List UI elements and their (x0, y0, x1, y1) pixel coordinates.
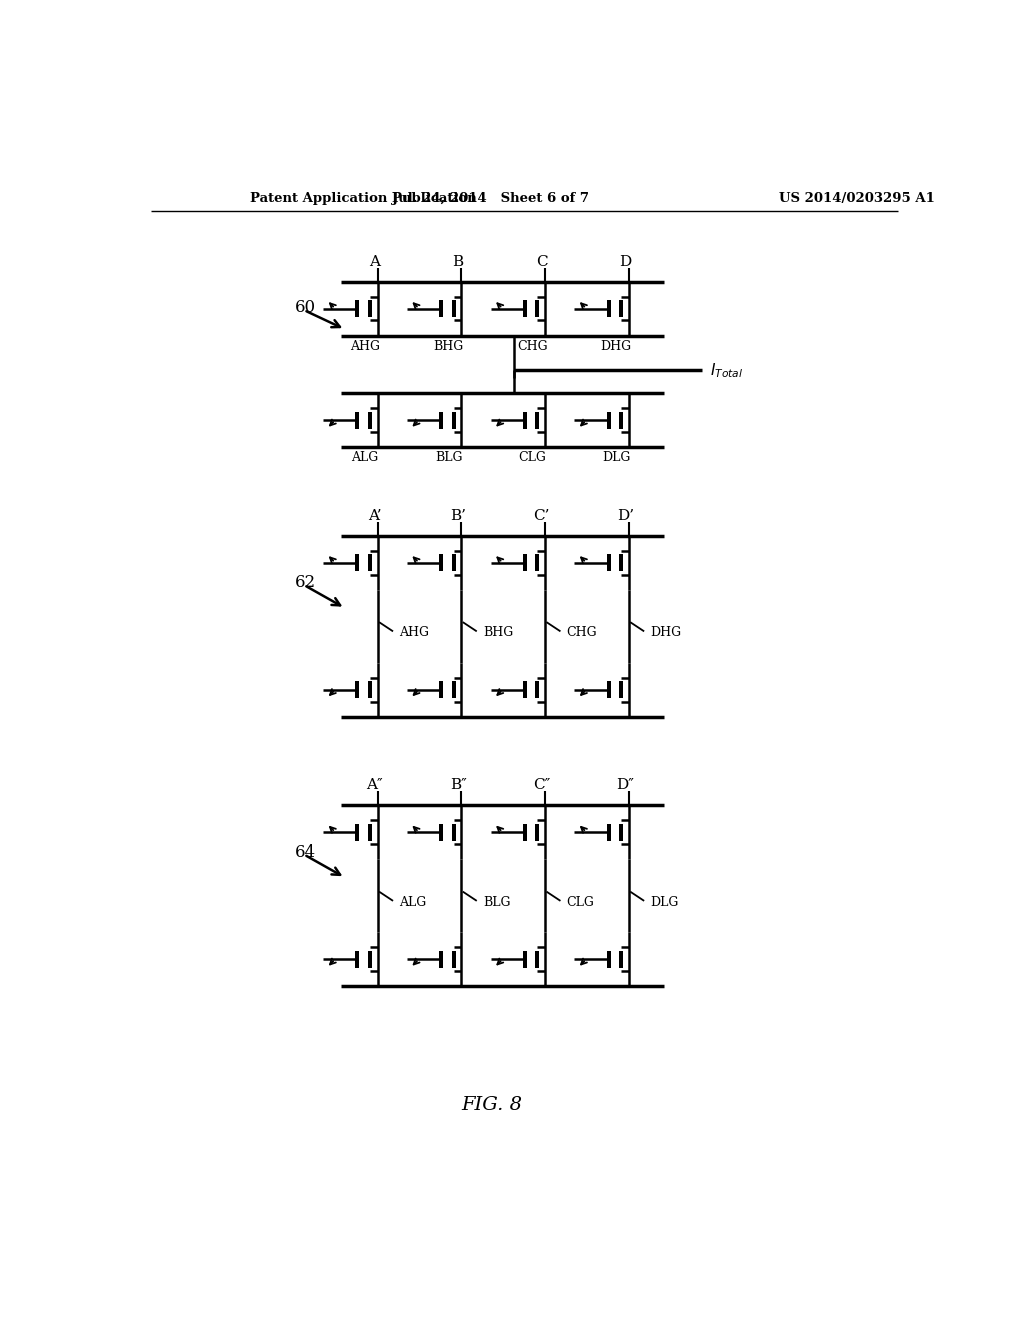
Text: CLG: CLG (566, 896, 595, 909)
Text: DLG: DLG (650, 896, 679, 909)
Text: $I_{Total}$: $I_{Total}$ (710, 360, 743, 380)
Text: CLG: CLG (518, 451, 547, 465)
Text: ALG: ALG (351, 451, 379, 465)
Text: B’: B’ (451, 508, 466, 523)
Text: D: D (620, 255, 632, 268)
Text: D″: D″ (616, 779, 635, 792)
Text: FIG. 8: FIG. 8 (462, 1097, 522, 1114)
Text: C’: C’ (534, 508, 550, 523)
Text: BHG: BHG (434, 339, 464, 352)
Text: BLG: BLG (483, 896, 510, 909)
Text: A″: A″ (366, 779, 383, 792)
Text: DHG: DHG (650, 627, 682, 639)
Text: DLG: DLG (602, 451, 631, 465)
Text: A: A (369, 255, 380, 268)
Text: B: B (453, 255, 464, 268)
Text: AHG: AHG (399, 627, 429, 639)
Text: 64: 64 (295, 843, 315, 861)
Text: DHG: DHG (601, 339, 632, 352)
Text: US 2014/0203295 A1: US 2014/0203295 A1 (779, 191, 935, 205)
Text: A’: A’ (368, 508, 381, 523)
Text: BLG: BLG (435, 451, 463, 465)
Text: B″: B″ (450, 779, 467, 792)
Text: ALG: ALG (399, 896, 427, 909)
Text: Jul. 24, 2014   Sheet 6 of 7: Jul. 24, 2014 Sheet 6 of 7 (392, 191, 589, 205)
Text: D’: D’ (617, 508, 634, 523)
Text: AHG: AHG (350, 339, 380, 352)
Text: CHG: CHG (517, 339, 548, 352)
Text: CHG: CHG (566, 627, 597, 639)
Text: Patent Application Publication: Patent Application Publication (251, 191, 477, 205)
Text: BHG: BHG (483, 627, 513, 639)
Text: 60: 60 (295, 300, 315, 317)
Text: 62: 62 (295, 574, 315, 591)
Text: C: C (536, 255, 548, 268)
Text: C″: C″ (534, 779, 551, 792)
